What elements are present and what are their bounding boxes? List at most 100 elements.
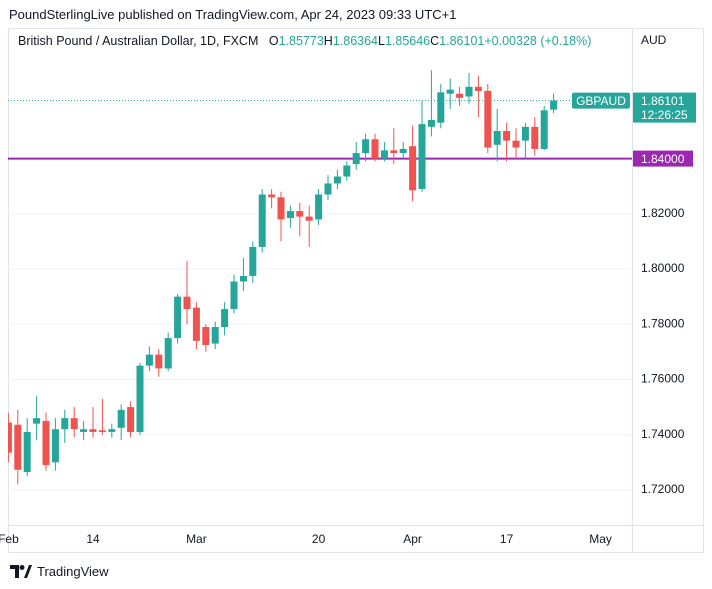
candle-body bbox=[61, 418, 69, 430]
candle-body bbox=[540, 110, 548, 149]
candle-body bbox=[174, 296, 182, 339]
candle-body bbox=[521, 126, 529, 141]
legend-value: 1.85646 bbox=[384, 34, 431, 48]
y-tick-label: 1.80000 bbox=[641, 261, 685, 275]
candle-body bbox=[70, 418, 78, 430]
legend-key: L bbox=[378, 34, 385, 48]
x-tick-label: 20 bbox=[312, 532, 326, 546]
candle-body bbox=[305, 216, 313, 221]
candle-body bbox=[211, 327, 219, 344]
y-tick-label: 1.74000 bbox=[641, 427, 685, 441]
legend-key: H bbox=[323, 34, 333, 48]
candle-body bbox=[437, 92, 445, 123]
candle-body bbox=[343, 165, 351, 177]
candle-body bbox=[145, 354, 153, 366]
x-tick-label: Apr bbox=[403, 532, 422, 546]
legend-value: 1.86364 bbox=[332, 34, 378, 48]
candle-body bbox=[33, 418, 41, 424]
symbol-box bbox=[572, 92, 630, 109]
tv-logo bbox=[10, 564, 32, 578]
candle-body bbox=[531, 126, 539, 149]
candle-body bbox=[192, 307, 200, 341]
candle-body bbox=[399, 148, 407, 154]
hline-label-box bbox=[633, 150, 693, 167]
candle-body bbox=[164, 338, 172, 369]
candle-body bbox=[503, 130, 511, 141]
hline-label: 1.84000 bbox=[641, 152, 685, 166]
candle-body bbox=[371, 139, 379, 159]
currency-label: AUD bbox=[641, 33, 667, 47]
candle-body bbox=[456, 93, 464, 98]
candle-body bbox=[239, 275, 247, 282]
candle-body bbox=[127, 407, 135, 432]
symbol-label: GBPAUD bbox=[576, 94, 626, 108]
candle-body bbox=[42, 420, 50, 466]
candle-body bbox=[89, 429, 97, 432]
candle-body bbox=[51, 429, 59, 463]
candle-body bbox=[136, 365, 144, 432]
candle-body bbox=[221, 309, 229, 328]
candle-body bbox=[230, 281, 238, 310]
candle-body bbox=[333, 176, 341, 184]
chart-frame bbox=[8, 28, 704, 553]
candle-body bbox=[296, 211, 304, 217]
candle-body bbox=[98, 430, 106, 432]
legend-key: C bbox=[430, 34, 440, 48]
y-tick-label: 1.72000 bbox=[641, 482, 685, 496]
candle-body bbox=[427, 119, 435, 127]
candle-body bbox=[380, 150, 388, 159]
legend-key: O bbox=[268, 34, 279, 48]
candle-body bbox=[155, 354, 163, 369]
candle-body bbox=[446, 89, 454, 94]
last-price-box bbox=[633, 92, 696, 123]
candle-body bbox=[202, 327, 210, 345]
y-tick-label: 1.82000 bbox=[641, 206, 685, 220]
candle-body bbox=[474, 86, 482, 91]
x-tick-label: May bbox=[589, 532, 612, 546]
axes: 1.72000 1.74000 1.76000 1.78000 1.80000 1.820… bbox=[0, 92, 696, 546]
x-tick-label: 17 bbox=[500, 532, 514, 546]
publish-header: PoundSterlingLive published on TradingVi… bbox=[9, 7, 457, 22]
candle-body bbox=[418, 124, 426, 189]
x-tick-label: Feb bbox=[0, 532, 19, 546]
candle-body bbox=[512, 140, 520, 148]
candle-body bbox=[80, 429, 88, 432]
candle-body bbox=[409, 146, 417, 191]
candle-body bbox=[362, 139, 370, 154]
candle-body bbox=[8, 422, 12, 453]
candle-body bbox=[117, 409, 125, 428]
x-tick-label: Mar bbox=[186, 532, 207, 546]
plot-area bbox=[8, 70, 632, 485]
legend-value: 1.86101 bbox=[439, 34, 485, 48]
candle-body bbox=[14, 424, 22, 470]
candle-body bbox=[390, 150, 398, 154]
candle-body bbox=[277, 197, 285, 220]
countdown-label: 12:26:25 bbox=[641, 108, 688, 122]
candle-body bbox=[352, 153, 360, 165]
legend-change: +0.00328 (+0.18%) bbox=[484, 34, 592, 48]
candle-body bbox=[324, 183, 332, 195]
candle-body bbox=[268, 194, 276, 198]
candle-body bbox=[249, 246, 257, 276]
candle-body bbox=[484, 90, 492, 148]
candle-body bbox=[315, 194, 323, 220]
candle-body bbox=[23, 431, 31, 472]
candle-body bbox=[465, 86, 473, 97]
candle-body bbox=[286, 211, 294, 218]
legend: British Pound / Australian Dollar, 1D, F… bbox=[18, 34, 591, 48]
legend-value: 1.85773 bbox=[278, 34, 324, 48]
y-tick-label: 1.76000 bbox=[641, 372, 685, 386]
x-tick-label: 14 bbox=[86, 532, 100, 546]
candle-body bbox=[108, 429, 116, 432]
footer: TradingView bbox=[10, 564, 109, 579]
y-tick-label: 1.78000 bbox=[641, 316, 685, 330]
last-price-label: 1.86101 bbox=[641, 94, 685, 108]
footer-brand: TradingView bbox=[37, 564, 109, 579]
candle-body bbox=[258, 194, 266, 247]
legend-title: British Pound / Australian Dollar, 1D, F… bbox=[18, 34, 259, 48]
candle-body bbox=[183, 296, 191, 310]
candle-body bbox=[493, 130, 501, 145]
candle-body bbox=[550, 100, 558, 110]
